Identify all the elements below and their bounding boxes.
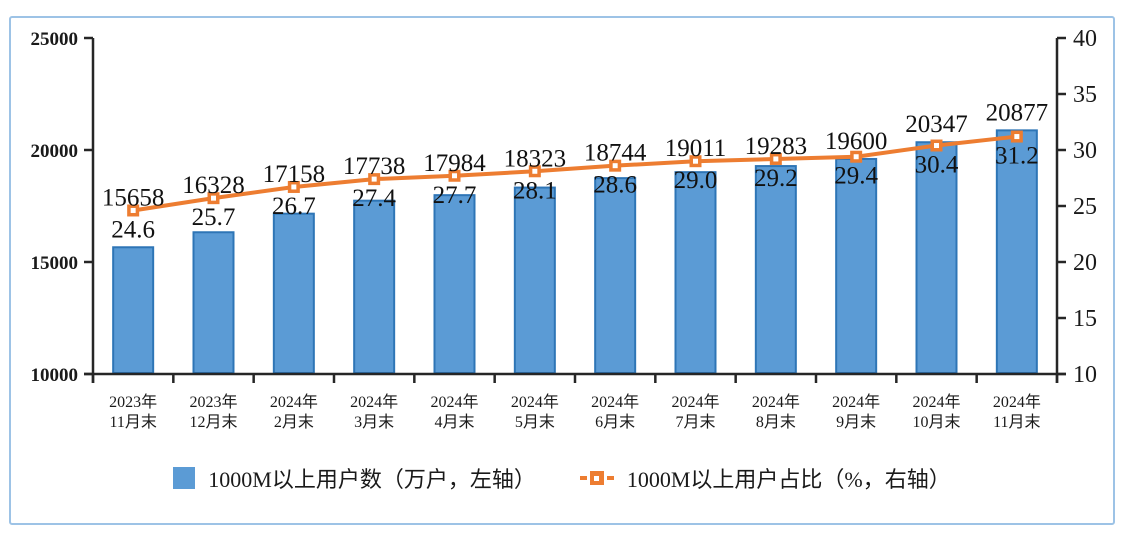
category-label-line1: 2024年: [671, 393, 719, 411]
bar-value-label: 19283: [745, 133, 808, 160]
category-label-line2: 3月末: [354, 413, 394, 431]
bar-series-swatch-icon: [173, 467, 196, 489]
category-label-line1: 2024年: [430, 393, 478, 411]
line-square-marker-center: [594, 475, 600, 481]
line-marker-center: [532, 168, 538, 174]
category-label-line1: 2024年: [993, 393, 1041, 411]
percentage-value-label: 26.7: [272, 193, 316, 220]
percentage-value-label: 28.1: [513, 177, 557, 204]
category-label-line1: 2024年: [270, 393, 318, 411]
line-marker-center: [693, 158, 698, 164]
category-label-line1: 2024年: [511, 393, 559, 411]
percentage-value-label: 27.7: [433, 182, 477, 209]
right-axis-tick-label: 40: [1073, 26, 1097, 52]
right-axis-tick-label: 25: [1073, 194, 1097, 220]
bar: [594, 177, 637, 374]
category-label-line2: 2月末: [274, 413, 314, 431]
line-marker-center: [853, 154, 859, 160]
percentage-value-label: 29.4: [834, 163, 878, 190]
line-dash-icon: [606, 476, 614, 480]
line-series-legend-label: 1000M以上用户占比（%，右轴）: [626, 467, 951, 492]
category-label-line2: 12月末: [189, 413, 237, 431]
bar: [915, 141, 958, 374]
legend-item-bar-series: 1000M以上用户数（万户，左轴）: [173, 462, 536, 494]
line-marker-center: [612, 163, 618, 169]
right-axis-tick-label: 20: [1073, 250, 1097, 276]
bar-value-label: 18323: [504, 145, 567, 172]
line-series-marker-icon: [579, 471, 614, 485]
line-marker-center: [291, 184, 297, 190]
line-marker-center: [452, 173, 457, 179]
right-axis-tick-label: 30: [1073, 138, 1097, 164]
bar: [272, 212, 315, 374]
category-label-line1: 2024年: [350, 393, 398, 411]
category-label-line2: 11月末: [109, 413, 156, 431]
bar: [674, 171, 717, 374]
category-label-line1: 2023年: [189, 393, 237, 411]
right-axis-tick-label: 10: [1073, 362, 1097, 388]
category-label-line2: 11月末: [993, 413, 1040, 431]
category-label-line2: 7月末: [675, 413, 715, 431]
percentage-value-label: 31.2: [995, 143, 1039, 170]
line-square-marker-icon: [589, 471, 604, 485]
category-label-line1: 2023年: [109, 393, 157, 411]
bar: [353, 199, 396, 374]
line-marker-center: [1014, 134, 1020, 140]
line-marker-center: [211, 195, 216, 201]
line-marker-center: [130, 207, 136, 213]
percentage-value-label: 29.0: [674, 167, 718, 194]
bar: [112, 246, 155, 374]
line-marker-center: [934, 143, 939, 149]
percentage-value-label: 29.2: [754, 165, 798, 192]
bar: [513, 186, 556, 374]
chart-legend: 1000M以上用户数（万户，左轴） 1000M以上用户占比（%，右轴）: [9, 458, 1115, 498]
bar-value-label: 19600: [825, 128, 888, 155]
bar-value-label: 18744: [584, 140, 647, 167]
left-axis-tick-label: 20000: [31, 141, 79, 162]
bar-series-legend-label: 1000M以上用户数（万户，左轴）: [208, 467, 536, 492]
category-label-line2: 9月末: [836, 413, 876, 431]
left-axis-tick-label: 10000: [31, 365, 79, 386]
bar: [433, 194, 476, 374]
bar-value-label: 16328: [182, 172, 245, 199]
legend-item-line-series: 1000M以上用户占比（%，右轴）: [579, 462, 951, 494]
category-label-line1: 2024年: [752, 393, 800, 411]
bar-value-label: 20347: [905, 111, 968, 138]
right-axis-tick-label: 35: [1073, 82, 1097, 108]
bar-value-label: 17738: [343, 153, 406, 180]
percentage-value-label: 25.7: [192, 204, 236, 231]
bar: [835, 157, 878, 374]
percentage-line: [132, 134, 1018, 213]
bar-value-label: 19011: [665, 135, 727, 162]
bar-value-label: 15658: [102, 184, 165, 211]
bar-value-label: 17158: [263, 161, 326, 188]
percentage-value-label: 28.6: [593, 172, 637, 199]
bar: [192, 231, 235, 374]
category-label-line2: 6月末: [595, 413, 635, 431]
category-label-line2: 10月末: [912, 413, 960, 431]
left-axis-tick-label: 15000: [31, 253, 79, 274]
line-marker-center: [371, 176, 377, 182]
bar-value-label: 17984: [423, 150, 486, 177]
right-axis-tick-label: 15: [1073, 306, 1097, 332]
category-label-line2: 8月末: [756, 413, 796, 431]
category-label-line1: 2024年: [591, 393, 639, 411]
line-marker-center: [773, 156, 779, 162]
percentage-value-label: 30.4: [915, 152, 959, 179]
category-label-line1: 2024年: [832, 393, 880, 411]
category-label-line1: 2024年: [912, 393, 960, 411]
bar-value-label: 20877: [986, 99, 1049, 126]
left-axis-tick-label: 25000: [31, 29, 79, 50]
category-label-line2: 4月末: [434, 413, 474, 431]
bar: [754, 165, 797, 374]
line-dash-icon: [579, 476, 587, 480]
percentage-value-label: 24.6: [111, 216, 155, 243]
category-label-line2: 5月末: [515, 413, 555, 431]
percentage-value-label: 27.4: [352, 185, 396, 212]
